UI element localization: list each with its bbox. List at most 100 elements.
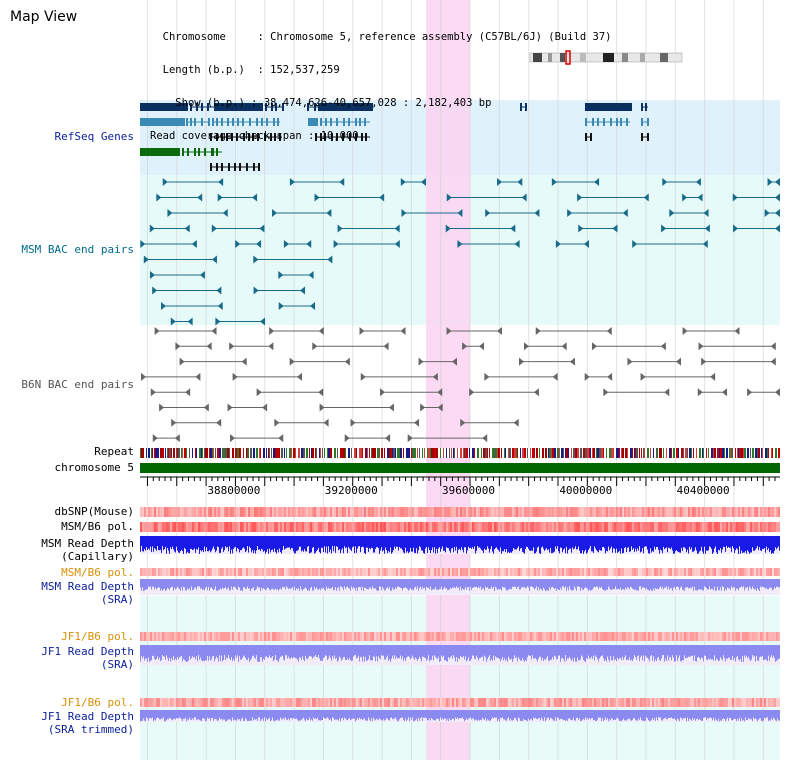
- dbsnp-cell: [228, 507, 230, 517]
- jf1-depth-sra-bar: [156, 645, 157, 659]
- jf1-depth-trim-bar: [326, 710, 327, 719]
- msm-pol-cell: [382, 522, 384, 532]
- jf1-depth-sra-bar: [488, 645, 489, 657]
- msm-depth-capillary-bar: [200, 536, 201, 551]
- jf1-depth-sra-bar: [368, 645, 369, 660]
- jf1-depth-sra-bar: [598, 645, 599, 662]
- msm-depth-capillary-bar: [419, 536, 420, 547]
- heatmap-tracks[interactable]: [140, 507, 780, 722]
- jf1-pol-trim-cell: [656, 698, 658, 707]
- msm-depth-sra-bar: [706, 579, 707, 589]
- msm-depth-sra-bar: [345, 579, 346, 589]
- jf1-pol-cell: [740, 632, 742, 641]
- jf1-pol-trim-cell: [528, 698, 530, 707]
- msm-depth-sra-bar: [496, 579, 497, 589]
- jf1-depth-sra-bar: [733, 645, 734, 661]
- jf1-depth-sra-bar: [228, 645, 229, 656]
- msm-depth-sra-bar: [737, 579, 738, 589]
- msm-depth-sra-bar: [235, 579, 236, 588]
- msm-depth-capillary-bar: [578, 536, 579, 547]
- jf1-pol-cell: [772, 632, 774, 641]
- msm-depth-sra-bar: [543, 579, 544, 588]
- jf1-pol-trim-cell: [202, 698, 204, 707]
- chromosome-ideogram[interactable]: [529, 50, 683, 65]
- jf1-pol-cell: [172, 632, 174, 641]
- b6n-bac-track[interactable]: [141, 327, 780, 443]
- dbsnp-cell: [252, 507, 254, 517]
- jf1-depth-sra-bar: [394, 645, 395, 656]
- msm-depth-sra-bar: [547, 579, 548, 591]
- jf1-pol-cell: [618, 632, 620, 641]
- msm-pol-cell: [274, 522, 276, 532]
- jf1-depth-trim-bar: [739, 710, 740, 718]
- msm-depth-sra-bar: [362, 579, 363, 587]
- msm-pol-sra-cell: [436, 568, 438, 576]
- dbsnp-cell: [152, 507, 154, 517]
- gene-exon: [212, 148, 214, 156]
- jf1-depth-sra-bar: [350, 645, 351, 661]
- jf1-pol-cell: [738, 632, 740, 641]
- repeat-element: [341, 448, 343, 458]
- bac-end-marker: [682, 327, 688, 335]
- msm-pol-cell: [268, 522, 270, 532]
- msm-depth-sra-bar: [627, 579, 628, 588]
- jf1-pol-cell: [580, 632, 582, 641]
- dbsnp-cell: [480, 507, 482, 517]
- msm-depth-sra-bar: [198, 579, 199, 587]
- msm-depth-sra-bar: [743, 579, 744, 587]
- repeat-track[interactable]: [140, 448, 780, 458]
- chromosome-5-bar: [140, 463, 780, 473]
- jf1-depth-sra-bar: [363, 645, 364, 657]
- msm-pol-sra-cell: [760, 568, 762, 576]
- jf1-depth-trim-bar: [654, 710, 655, 718]
- jf1-pol-cell: [190, 632, 192, 641]
- msm-pol-cell: [518, 522, 520, 532]
- msm-depth-capillary-bar: [381, 536, 382, 548]
- msm-depth-sra-bar: [264, 579, 265, 589]
- msm-depth-capillary-bar: [413, 536, 414, 548]
- msm-depth-sra-bar: [554, 579, 555, 590]
- msm-depth-capillary-bar: [326, 536, 327, 547]
- dbsnp-cell: [576, 507, 578, 517]
- jf1-depth-trim-bar: [332, 710, 333, 718]
- msm-depth-capillary-bar: [771, 536, 772, 554]
- bac-end-marker: [211, 224, 217, 233]
- jf1-depth-trim-bar: [629, 710, 630, 719]
- jf1-pol-cell: [620, 632, 622, 641]
- jf1-depth-trim-bar: [521, 710, 522, 721]
- dbsnp-cell: [222, 507, 224, 517]
- msm-depth-capillary-bar: [475, 536, 476, 554]
- msm-pol-cell: [772, 522, 774, 532]
- msm-depth-capillary-bar: [155, 536, 156, 550]
- bac-end-marker: [479, 342, 485, 351]
- jf1-depth-sra-bar: [317, 645, 318, 658]
- jf1-depth-trim-bar: [604, 710, 605, 720]
- gene-exon: [279, 133, 281, 141]
- jf1-depth-sra-bar: [652, 645, 653, 661]
- msm-pol-sra-cell: [306, 568, 308, 576]
- msm-depth-capillary-bar: [636, 536, 637, 552]
- refseq-genes-track[interactable]: [140, 103, 649, 171]
- jf1-pol-trim-cell: [170, 698, 172, 707]
- repeat-element: [708, 448, 709, 458]
- gene-exon: [243, 133, 245, 141]
- jf1-depth-sra-bar: [726, 645, 727, 659]
- msm-pol-cell: [584, 522, 586, 532]
- msm-depth-capillary-bar: [684, 536, 685, 548]
- msm-depth-capillary-bar: [161, 536, 162, 553]
- msm-pol-sra-cell: [450, 568, 452, 576]
- jf1-pol-trim-cell: [530, 698, 532, 707]
- dbsnp-cell: [354, 507, 356, 517]
- msm-depth-sra-bar: [197, 579, 198, 587]
- bac-end-marker: [462, 342, 468, 351]
- msm-bac-track[interactable]: [140, 178, 780, 326]
- msm-depth-sra-bar: [542, 579, 543, 591]
- jf1-pol-cell: [774, 632, 776, 641]
- jf1-depth-sra-bar: [585, 645, 586, 662]
- dbsnp-cell: [394, 507, 396, 517]
- msm-depth-sra-bar: [708, 579, 709, 590]
- msm-depth-sra-bar: [512, 579, 513, 587]
- jf1-depth-trim-bar: [540, 710, 541, 721]
- jf1-depth-trim-bar: [227, 710, 228, 720]
